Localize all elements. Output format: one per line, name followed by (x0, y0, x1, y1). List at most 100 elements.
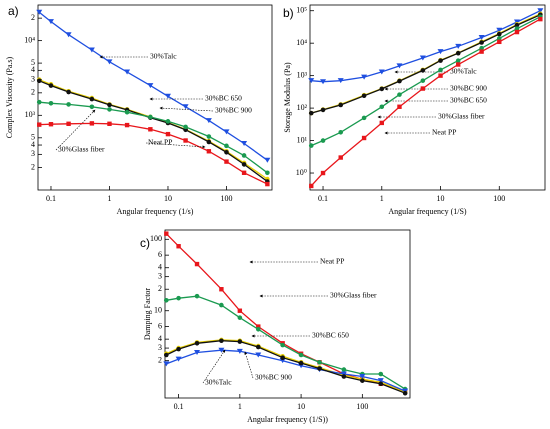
point (396, 63, 403, 69)
point (437, 49, 444, 55)
point (280, 342, 285, 348)
series (36, 9, 271, 163)
point (255, 352, 262, 358)
point (89, 104, 95, 110)
series (36, 99, 270, 176)
point (165, 131, 171, 137)
point (48, 122, 54, 127)
point (497, 39, 502, 45)
series-line (166, 340, 406, 394)
point (163, 352, 169, 358)
point (338, 129, 344, 135)
point (496, 27, 503, 33)
plot-frame (164, 229, 411, 399)
x-tick-label: 1 (380, 194, 384, 203)
y-tick-label: 2 (31, 88, 35, 97)
point (236, 348, 243, 354)
point (165, 119, 171, 124)
point (106, 59, 113, 65)
point (308, 143, 314, 148)
y-tick-label: 2 (31, 13, 35, 22)
point (341, 367, 347, 372)
annotation: 30%Talc (205, 378, 232, 387)
y-axis-title: Storage Modulus (Pa) (283, 62, 292, 133)
annotation: 30%BC 900 (255, 373, 292, 382)
point (206, 134, 212, 139)
y-tick-label: 10² (297, 103, 308, 112)
y-tick-label: 3 (31, 75, 35, 84)
series-line (166, 349, 406, 392)
x-axis-title: Angular frequency (1/S)) (247, 415, 328, 424)
point (148, 127, 153, 132)
point (107, 121, 112, 126)
point (124, 109, 130, 115)
series (308, 11, 543, 116)
y-tick-label: 3 (158, 271, 162, 280)
point (176, 295, 181, 301)
point (320, 170, 326, 176)
annotation: 30%BC 650 (312, 331, 349, 340)
point (224, 143, 229, 149)
point (164, 231, 169, 236)
y-tick-label: 10⁴ (296, 38, 307, 47)
point (478, 34, 485, 40)
point (397, 104, 402, 109)
point (255, 344, 261, 350)
point (402, 390, 408, 396)
point (379, 120, 384, 126)
point (183, 138, 188, 143)
series (308, 8, 544, 85)
series-line (165, 233, 406, 392)
point (455, 50, 461, 56)
point (237, 308, 243, 313)
annotation: 30%Glass fiber (58, 145, 105, 154)
point (361, 74, 368, 80)
point (496, 31, 502, 37)
point (338, 155, 343, 160)
y-tick-label: 4 (158, 263, 162, 272)
point (379, 104, 385, 110)
x-tick-label: 0.1 (318, 194, 328, 203)
x-tick-label: 1 (238, 402, 242, 411)
point (219, 287, 224, 292)
point (164, 93, 171, 99)
series (308, 14, 543, 148)
y-tick-label: 2 (158, 284, 162, 293)
y-tick-label: 3 (158, 343, 162, 352)
point (514, 29, 520, 35)
point (341, 374, 347, 379)
point (88, 47, 95, 53)
annotation: 30%BC 900 (450, 84, 487, 93)
y-tick-label: 4 (158, 334, 162, 343)
y-tick-label: 5 (31, 133, 35, 142)
point (176, 244, 181, 249)
y-tick-label: 10¹ (297, 135, 308, 144)
point (36, 99, 42, 105)
annotation: 30%BC 900 (215, 106, 252, 115)
point (107, 102, 112, 108)
point (66, 102, 71, 107)
x-tick-label: 10 (297, 402, 305, 411)
series (164, 231, 408, 394)
panel-label: a) (8, 4, 19, 18)
point (163, 297, 169, 303)
annotation: 30%BC 650 (450, 96, 487, 105)
y-tick-label: 10⁵ (296, 6, 307, 15)
point (237, 339, 243, 344)
annotation: 30%Glass fiber (438, 112, 485, 121)
y-tick-label: 10³ (25, 110, 36, 119)
point (255, 326, 261, 332)
point (148, 114, 153, 120)
point (194, 293, 200, 299)
point (241, 162, 247, 167)
series (309, 16, 543, 189)
point (241, 170, 247, 175)
point (438, 58, 443, 63)
point (124, 122, 130, 128)
y-tick-label: 4 (31, 65, 35, 74)
point (397, 92, 402, 97)
y-tick-label: 10 (154, 306, 162, 315)
point (420, 78, 426, 83)
point (206, 139, 212, 145)
